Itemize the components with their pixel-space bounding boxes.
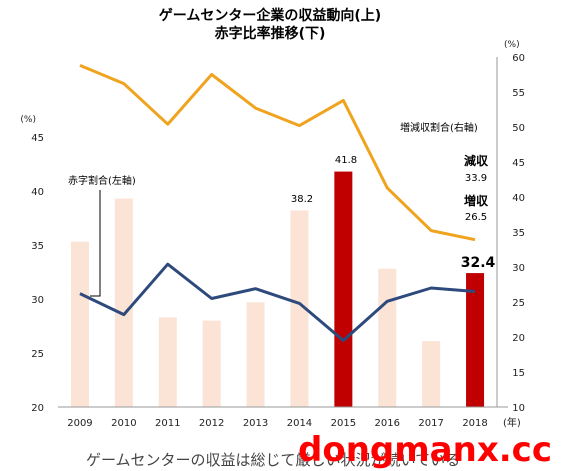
left-axis-unit: (%) xyxy=(20,115,36,125)
left-tick-25: 25 xyxy=(31,349,44,360)
right-tick-60: 60 xyxy=(512,53,525,64)
legend-blue-label: 赤字割合(左軸) xyxy=(68,174,136,187)
chart-title-line2: 赤字比率推移(下) xyxy=(215,25,326,42)
right-tick-50: 50 xyxy=(512,123,525,134)
left-tick-labels: 20 25 30 35 40 45 xyxy=(31,133,44,414)
lines-group xyxy=(79,64,476,342)
bars-group xyxy=(70,171,485,407)
right-tick-10: 10 xyxy=(512,403,525,414)
left-tick-40: 40 xyxy=(31,187,44,198)
x-tick-2010: 2010 xyxy=(111,418,136,429)
x-tick-2009: 2009 xyxy=(67,418,92,429)
left-tick-30: 30 xyxy=(31,295,44,306)
bar-2016 xyxy=(378,268,397,407)
right-tick-55: 55 xyxy=(512,88,525,99)
x-tick-labels: 2009 2010 2011 2012 2013 2014 2015 2016 2017 2018 xyxy=(67,418,488,429)
bar-2009 xyxy=(70,241,89,407)
right-tick-labels: 10 15 20 25 30 35 40 45 50 55 60 xyxy=(512,53,525,414)
label-decline: 減収 xyxy=(464,153,489,168)
right-tick-15: 15 xyxy=(512,368,525,379)
x-tick-2016: 2016 xyxy=(375,418,400,429)
label-decline-value: 33.9 xyxy=(465,173,487,184)
x-tick-2011: 2011 xyxy=(155,418,180,429)
bar-2010 xyxy=(114,198,133,407)
label-bar-2015: 41.8 xyxy=(335,155,357,166)
x-tick-2017: 2017 xyxy=(418,418,443,429)
label-bar-2014: 38.2 xyxy=(291,194,313,205)
bar-2018 xyxy=(466,273,485,407)
x-tick-2015: 2015 xyxy=(331,418,356,429)
chart-title-line1: ゲームセンター企業の収益動向(上) xyxy=(159,7,381,24)
right-tick-25: 25 xyxy=(512,298,525,309)
x-axis-unit: (年) xyxy=(503,416,521,429)
bar-2011 xyxy=(158,317,177,407)
label-increase: 増収 xyxy=(464,193,489,208)
right-tick-45: 45 xyxy=(512,158,525,169)
x-tick-2012: 2012 xyxy=(199,418,224,429)
legend-orange-label: 増減収割合(右軸) xyxy=(400,121,478,134)
x-tick-2014: 2014 xyxy=(287,418,312,429)
left-tick-20: 20 xyxy=(31,403,44,414)
series-line-deficit xyxy=(79,262,476,342)
watermark: dongmanx.cc xyxy=(298,430,552,470)
series-line-revenue-change xyxy=(79,64,476,242)
bar-2012 xyxy=(202,320,221,407)
right-tick-40: 40 xyxy=(512,193,525,204)
right-tick-20: 20 xyxy=(512,333,525,344)
legend-blue-leader xyxy=(90,190,101,297)
right-tick-30: 30 xyxy=(512,263,525,274)
bar-2014 xyxy=(290,210,309,407)
x-tick-2013: 2013 xyxy=(243,418,268,429)
left-tick-35: 35 xyxy=(31,241,44,252)
bar-2017 xyxy=(422,341,441,407)
label-bar-2018: 32.4 xyxy=(461,255,496,271)
bar-2015 xyxy=(334,171,353,407)
x-tick-2018: 2018 xyxy=(462,418,487,429)
right-tick-35: 35 xyxy=(512,228,525,239)
caption: ゲームセンターの収益は総じて厳しい状況が続いている xyxy=(86,451,460,469)
right-axis-unit: (%) xyxy=(504,40,520,50)
bar-2013 xyxy=(246,302,265,407)
label-increase-value: 26.5 xyxy=(465,212,487,223)
left-tick-45: 45 xyxy=(31,133,44,144)
